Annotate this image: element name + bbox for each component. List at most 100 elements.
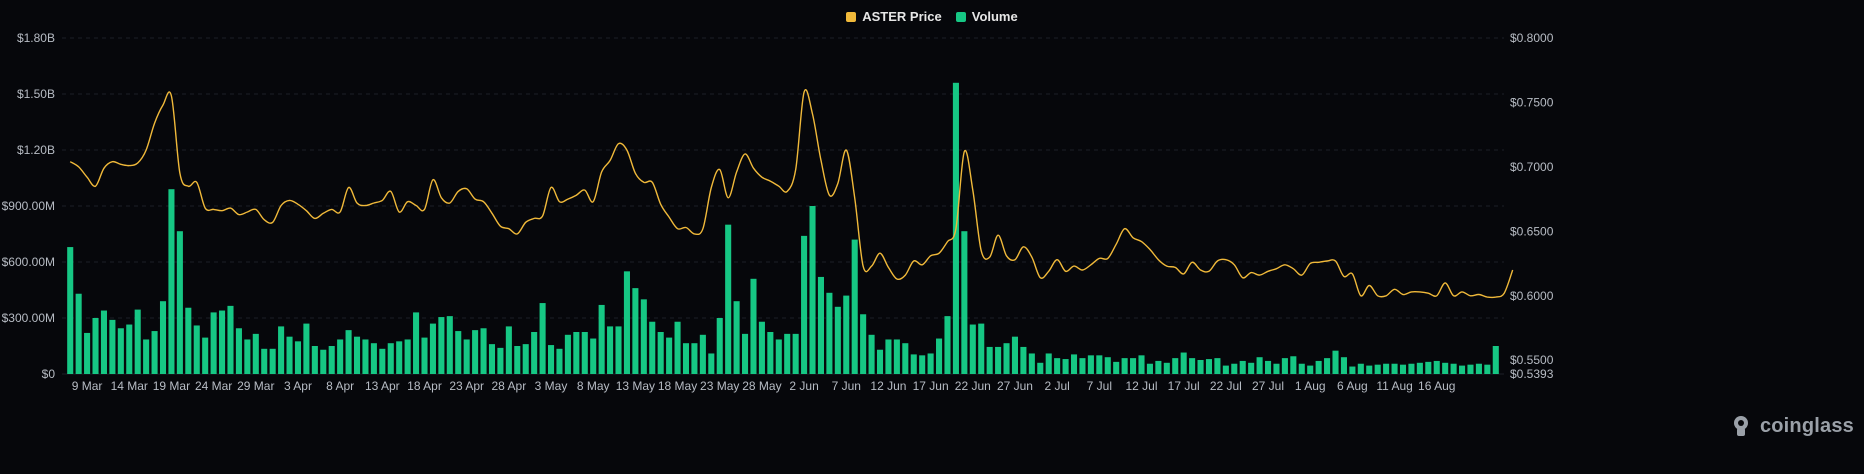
volume-bar[interactable]	[303, 323, 310, 374]
volume-bar[interactable]	[1172, 358, 1179, 374]
volume-bar[interactable]	[716, 318, 723, 374]
volume-bar[interactable]	[1205, 359, 1213, 374]
volume-bar[interactable]	[109, 319, 116, 374]
volume-bar[interactable]	[227, 305, 234, 374]
legend-item-price[interactable]: ASTER Price	[846, 9, 942, 24]
volume-bar[interactable]	[1442, 362, 1449, 374]
volume-bar[interactable]	[84, 332, 91, 374]
volume-bar[interactable]	[159, 301, 167, 374]
volume-bar[interactable]	[438, 317, 445, 374]
volume-bar[interactable]	[564, 334, 571, 374]
volume-bar[interactable]	[387, 343, 394, 374]
volume-bar[interactable]	[1425, 361, 1432, 374]
volume-bar[interactable]	[1155, 360, 1162, 374]
volume-bar[interactable]	[792, 333, 799, 374]
volume-bar[interactable]	[1340, 357, 1347, 374]
volume-bar[interactable]	[396, 341, 403, 374]
volume-bar[interactable]	[944, 316, 951, 374]
volume-bar[interactable]	[826, 292, 833, 374]
volume-bar[interactable]	[1391, 363, 1398, 374]
volume-bar[interactable]	[784, 333, 791, 374]
volume-bar[interactable]	[488, 344, 496, 374]
volume-bar[interactable]	[429, 323, 436, 374]
volume-bar[interactable]	[1121, 358, 1128, 374]
volume-bar[interactable]	[725, 224, 732, 374]
volume-bar[interactable]	[1180, 352, 1187, 374]
volume-bar[interactable]	[92, 318, 99, 374]
volume-bar[interactable]	[168, 189, 175, 374]
volume-bar[interactable]	[1045, 353, 1052, 374]
volume-bar[interactable]	[311, 346, 318, 374]
volume-bar[interactable]	[286, 336, 293, 374]
volume-bar[interactable]	[1239, 360, 1246, 374]
volume-bar[interactable]	[463, 339, 470, 374]
volume-bar[interactable]	[547, 345, 555, 374]
volume-bar[interactable]	[691, 343, 698, 374]
volume-bar[interactable]	[1214, 358, 1221, 374]
volume-bars[interactable]	[67, 82, 1499, 375]
volume-bar[interactable]	[1096, 355, 1103, 374]
volume-bar[interactable]	[379, 348, 386, 374]
volume-bar[interactable]	[876, 349, 884, 374]
volume-bar[interactable]	[733, 301, 740, 374]
volume-bar[interactable]	[1222, 365, 1229, 374]
volume-bar[interactable]	[1138, 355, 1145, 374]
volume-bar[interactable]	[851, 239, 858, 374]
volume-bar[interactable]	[353, 336, 361, 374]
volume-bar[interactable]	[117, 328, 124, 374]
volume-bar[interactable]	[843, 295, 850, 374]
volume-bar[interactable]	[910, 354, 917, 374]
volume-bar[interactable]	[817, 276, 824, 374]
volume-bar[interactable]	[758, 321, 765, 374]
volume-bar[interactable]	[986, 346, 993, 374]
volume-bar[interactable]	[674, 321, 681, 374]
volume-bar[interactable]	[1416, 362, 1423, 374]
volume-bar[interactable]	[75, 293, 82, 374]
volume-bar[interactable]	[961, 231, 968, 374]
volume-bar[interactable]	[421, 337, 428, 374]
volume-bar[interactable]	[1315, 360, 1322, 374]
volume-bar[interactable]	[244, 339, 251, 374]
volume-bar[interactable]	[134, 309, 141, 374]
volume-bar[interactable]	[480, 328, 487, 374]
volume-bar[interactable]	[193, 325, 200, 374]
volume-bar[interactable]	[927, 353, 934, 374]
volume-bar[interactable]	[294, 341, 302, 374]
volume-bar[interactable]	[235, 328, 242, 374]
volume-bar[interactable]	[1467, 364, 1474, 374]
volume-bar[interactable]	[1298, 363, 1305, 374]
volume-bar[interactable]	[1475, 363, 1482, 374]
volume-bar[interactable]	[1037, 362, 1044, 374]
volume-bar[interactable]	[269, 348, 276, 374]
volume-bar[interactable]	[632, 288, 639, 374]
volume-bar[interactable]	[919, 355, 926, 374]
volume-bar[interactable]	[514, 346, 521, 374]
volume-bar[interactable]	[143, 339, 150, 374]
aster-price-line[interactable]	[69, 89, 1514, 299]
volume-bar[interactable]	[868, 334, 875, 374]
volume-bar[interactable]	[1273, 363, 1280, 374]
volume-bar[interactable]	[581, 332, 588, 374]
volume-bar[interactable]	[345, 330, 352, 374]
volume-bar[interactable]	[413, 312, 420, 374]
volume-bar[interactable]	[623, 271, 630, 374]
volume-bar[interactable]	[649, 321, 656, 374]
volume-bar[interactable]	[261, 348, 268, 374]
volume-bar[interactable]	[607, 326, 614, 374]
volume-bar[interactable]	[1256, 357, 1263, 374]
volume-bar[interactable]	[185, 307, 192, 374]
volume-bar[interactable]	[615, 326, 622, 374]
volume-bar[interactable]	[682, 343, 690, 374]
volume-bar[interactable]	[472, 330, 479, 374]
volume-bar[interactable]	[1146, 363, 1153, 374]
volume-bar[interactable]	[1366, 365, 1373, 374]
volume-bar[interactable]	[775, 339, 782, 374]
volume-bar[interactable]	[1003, 343, 1010, 374]
volume-bar[interactable]	[219, 310, 226, 374]
volume-bar[interactable]	[1307, 365, 1314, 374]
volume-bar[interactable]	[742, 333, 749, 374]
volume-bar[interactable]	[699, 334, 706, 374]
volume-bar[interactable]	[834, 306, 841, 374]
volume-bar[interactable]	[902, 343, 909, 374]
volume-bar[interactable]	[522, 344, 529, 374]
